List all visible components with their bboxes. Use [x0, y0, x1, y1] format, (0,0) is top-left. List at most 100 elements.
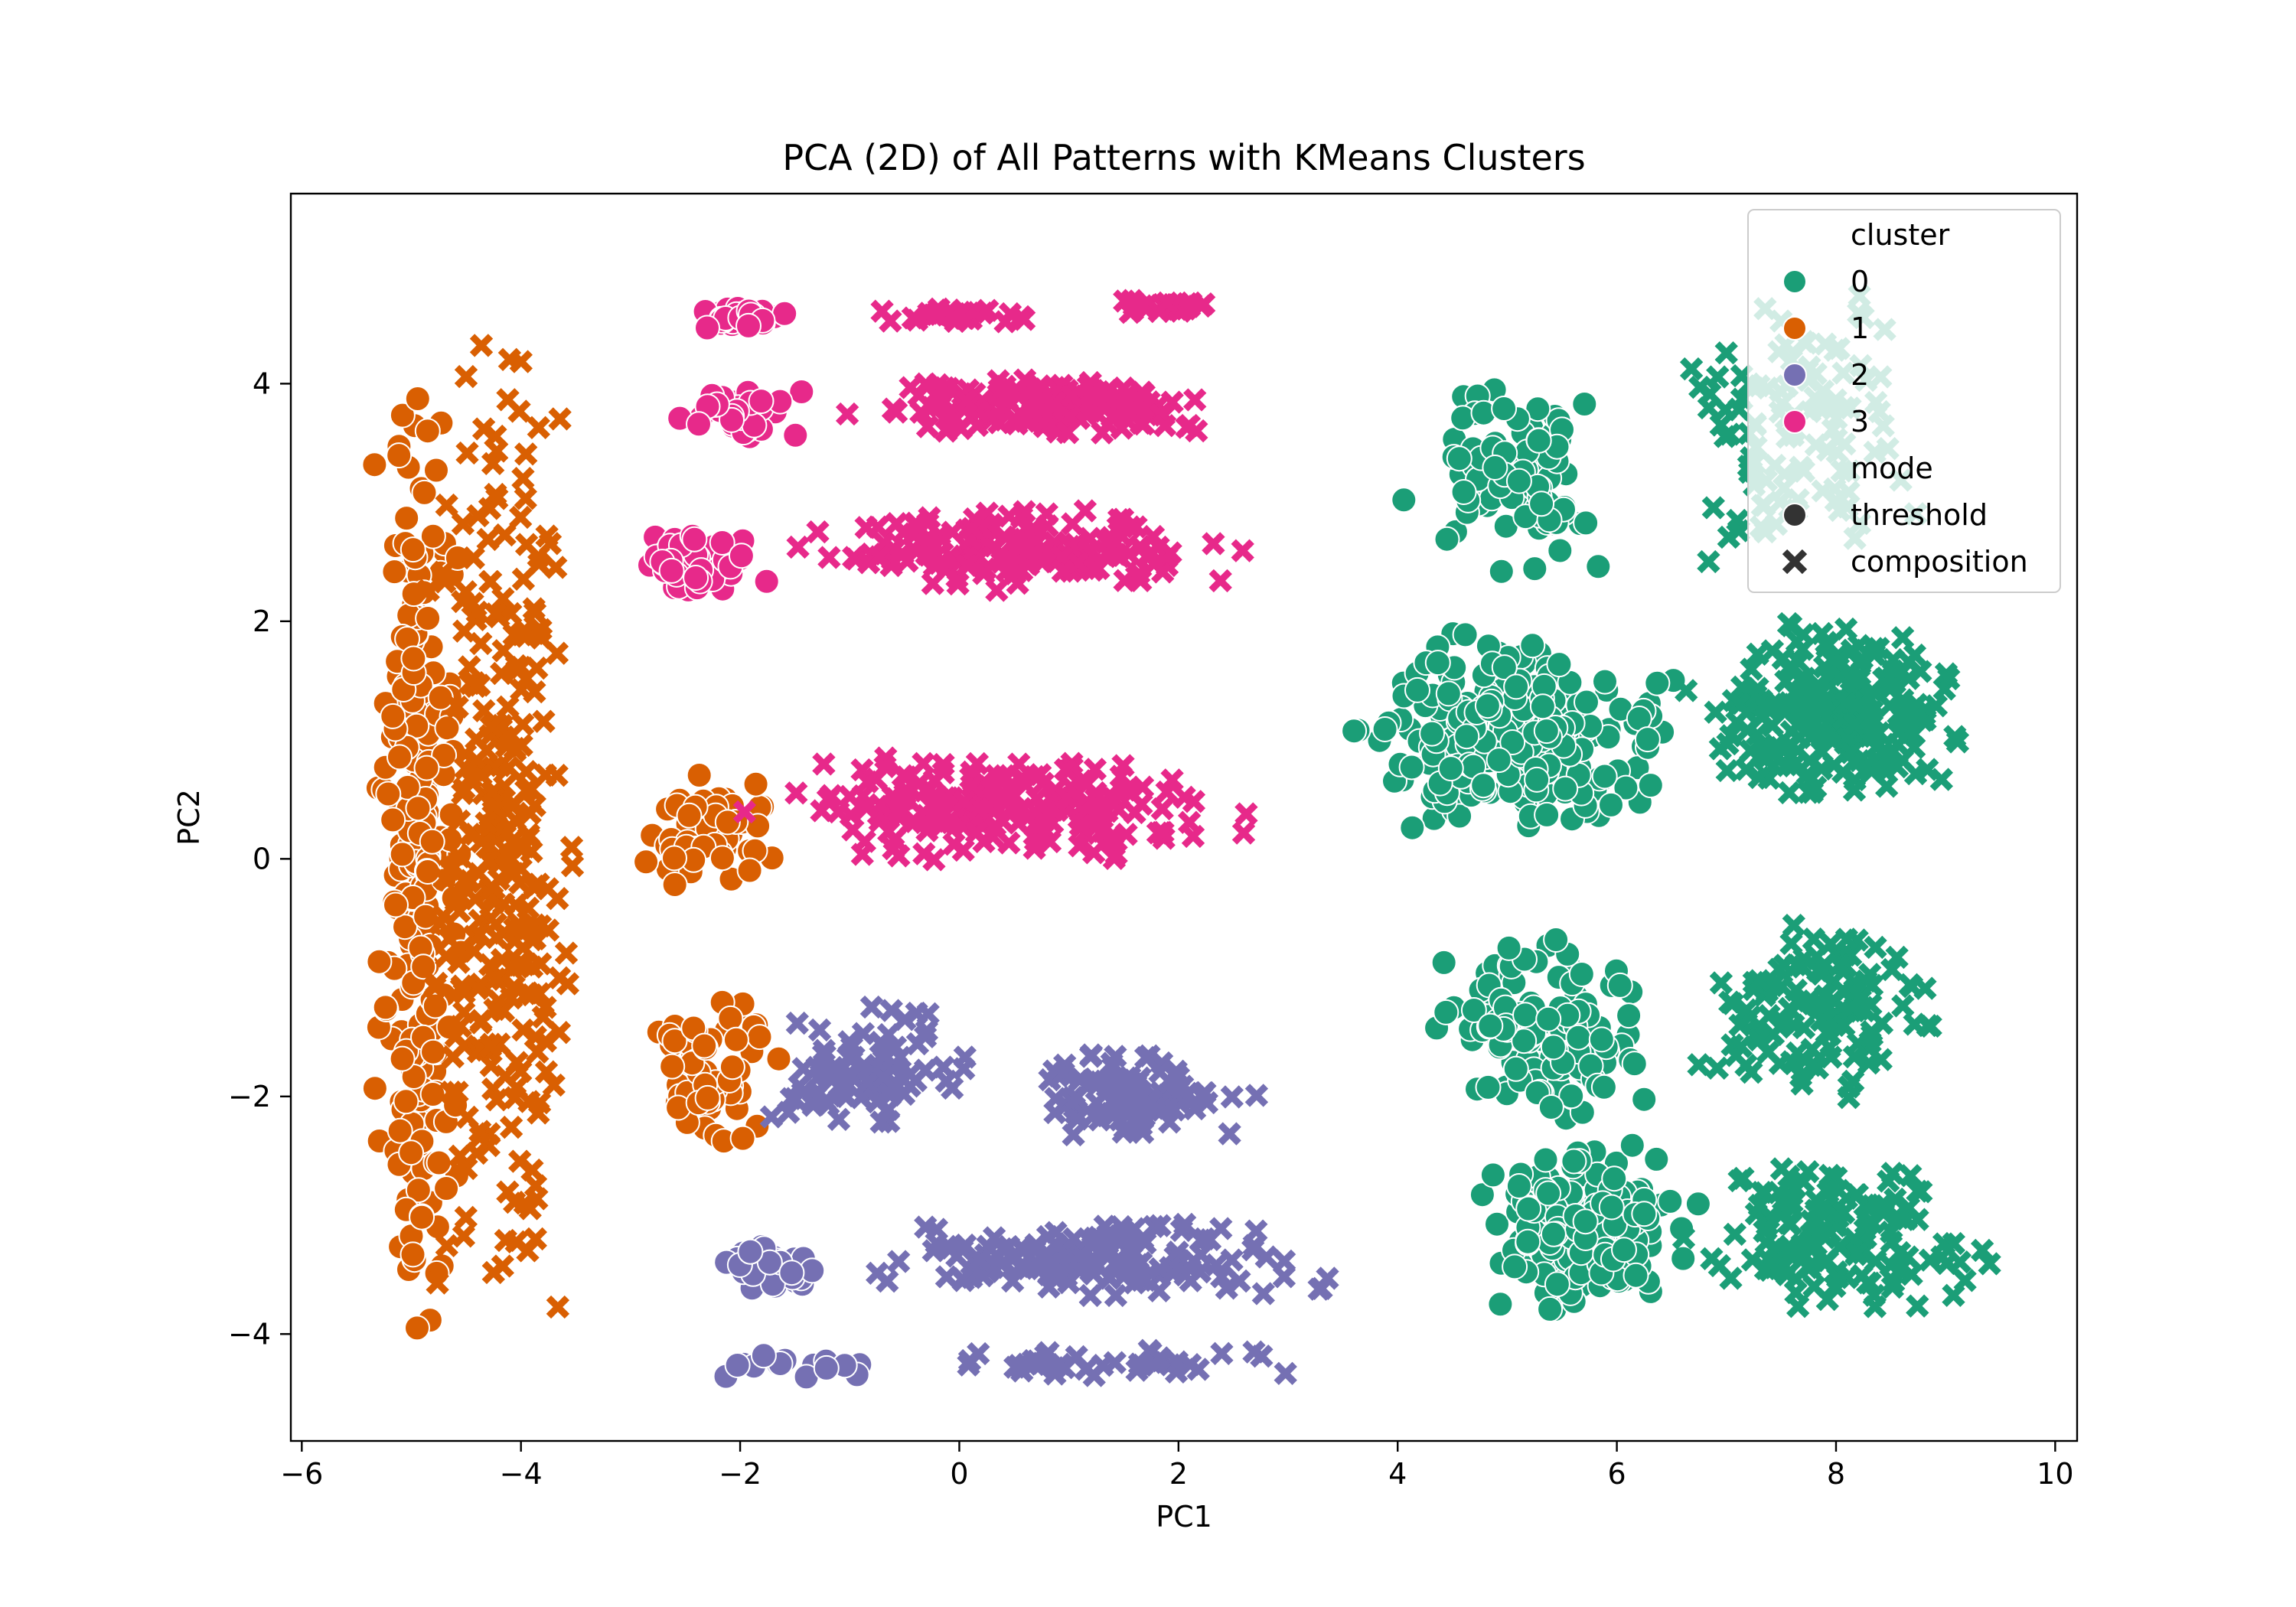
data-point-composition — [1777, 1165, 1801, 1188]
axes-ticks: −6 −4 −2 0 2 4 6 8 10 −4 −2 0 2 4 — [228, 367, 2074, 1491]
data-point-threshold — [1491, 654, 1518, 681]
data-point-threshold — [1611, 1237, 1637, 1263]
data-point-composition — [1834, 692, 1857, 715]
data-point-threshold — [415, 605, 442, 631]
data-point-composition — [1227, 1269, 1251, 1293]
data-point-composition — [504, 1076, 528, 1100]
data-point-composition — [1316, 1266, 1339, 1290]
data-point-composition — [1038, 1068, 1062, 1092]
data-point-composition — [813, 1044, 837, 1068]
data-point-composition — [523, 874, 546, 898]
data-point-composition — [934, 786, 957, 810]
data-point-composition — [1757, 1004, 1781, 1028]
data-point-composition — [990, 1252, 1013, 1276]
data-point-composition — [1863, 1295, 1887, 1319]
x-axis-label: PC1 — [1156, 1500, 1212, 1534]
data-point-composition — [444, 1024, 468, 1048]
data-point-composition — [1244, 1084, 1269, 1107]
data-point-threshold — [1430, 949, 1457, 976]
data-point-composition — [449, 976, 474, 1000]
data-point-composition — [484, 966, 507, 991]
data-point-composition — [1094, 530, 1118, 555]
plot-frame — [289, 192, 2079, 1442]
data-point-composition — [1799, 1228, 1823, 1253]
data-point-composition — [1065, 1345, 1088, 1369]
data-point-composition — [516, 896, 540, 920]
data-point-threshold — [1540, 1034, 1567, 1061]
data-point-composition — [481, 1260, 505, 1285]
data-point-composition — [484, 482, 507, 507]
data-point-threshold — [433, 1175, 460, 1201]
data-point-threshold — [729, 1125, 756, 1152]
data-point-threshold — [1435, 680, 1462, 707]
data-point-composition — [475, 811, 498, 835]
data-point-threshold — [422, 993, 448, 1019]
data-point-composition — [437, 927, 461, 950]
data-point-composition — [1953, 1269, 1977, 1292]
data-point-composition — [1799, 1209, 1823, 1233]
data-point-composition — [529, 626, 553, 650]
data-point-composition — [966, 797, 990, 820]
data-point-composition — [1123, 800, 1146, 825]
data-point-composition — [516, 1239, 540, 1263]
data-point-threshold — [1547, 537, 1574, 564]
data-point-threshold — [1644, 670, 1671, 696]
data-point-threshold — [361, 451, 388, 478]
data-point-composition — [1208, 569, 1232, 593]
data-point-composition — [1041, 1263, 1065, 1287]
legend-marker-threshold — [1782, 503, 1807, 527]
data-point-composition — [1705, 1056, 1730, 1080]
data-point-threshold — [1503, 673, 1530, 700]
data-point-composition — [960, 774, 983, 797]
data-point-composition — [497, 849, 521, 873]
data-point-composition — [957, 1353, 980, 1377]
data-point-threshold — [386, 442, 413, 469]
data-point-composition — [1192, 1081, 1216, 1105]
data-point-composition — [445, 1081, 469, 1104]
data-point-threshold — [1606, 972, 1633, 999]
data-point-threshold — [1477, 1012, 1504, 1039]
data-point-composition — [915, 415, 940, 438]
data-point-composition — [1155, 780, 1179, 804]
data-point-composition — [898, 1074, 921, 1098]
data-point-composition — [1215, 1276, 1238, 1300]
data-point-composition — [485, 1088, 509, 1112]
data-point-composition — [1151, 820, 1175, 844]
data-point-composition — [1185, 419, 1208, 443]
data-point-threshold — [778, 1260, 805, 1286]
data-point-composition — [817, 546, 841, 569]
data-point-composition — [454, 1205, 478, 1230]
data-point-composition — [791, 1057, 815, 1081]
data-point-composition — [1844, 1241, 1869, 1266]
data-point-composition — [1701, 496, 1725, 520]
data-point-threshold — [1475, 1074, 1502, 1100]
data-point-composition — [967, 1248, 991, 1272]
data-point-threshold — [737, 1238, 764, 1265]
data-point-composition — [1842, 750, 1866, 774]
data-point-composition — [447, 950, 471, 974]
data-point-composition — [1159, 541, 1182, 565]
data-point-composition — [1773, 953, 1796, 977]
x-tick-label: 2 — [1169, 1457, 1188, 1491]
data-point-threshold — [383, 892, 409, 918]
data-point-composition — [1782, 914, 1805, 937]
data-point-composition — [434, 944, 458, 968]
data-point-composition — [1906, 1294, 1929, 1318]
data-point-composition — [1671, 1226, 1696, 1250]
data-point-threshold — [404, 1315, 430, 1341]
data-point-composition — [1746, 642, 1769, 666]
data-point-composition — [1822, 753, 1846, 777]
data-point-composition — [511, 467, 535, 491]
data-point-composition — [1130, 1353, 1154, 1377]
data-point-threshold — [722, 1026, 749, 1053]
data-point-composition — [1127, 1104, 1150, 1128]
data-point-composition — [514, 533, 539, 556]
data-point-composition — [517, 826, 540, 849]
data-point-composition — [925, 302, 948, 327]
data-point-threshold — [724, 1352, 751, 1378]
data-point-threshold — [1619, 1132, 1645, 1159]
data-point-threshold — [409, 1204, 435, 1231]
data-point-composition — [779, 1087, 803, 1110]
data-point-composition — [548, 407, 572, 431]
data-point-composition — [791, 1081, 814, 1105]
